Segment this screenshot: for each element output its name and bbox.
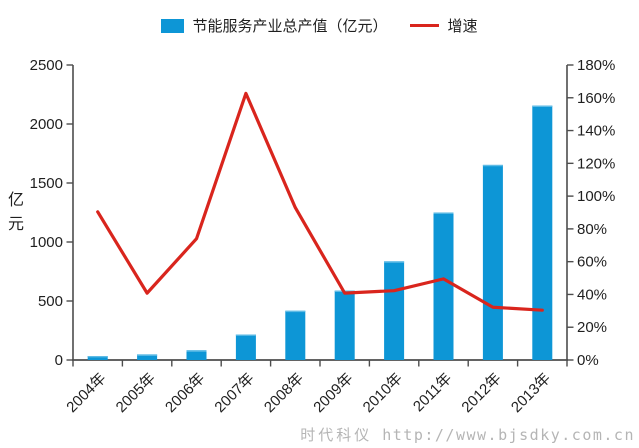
left-axis-tick-label: 0 bbox=[55, 352, 63, 369]
legend-line-label: 增速 bbox=[447, 18, 478, 35]
bar-2013年 bbox=[532, 105, 553, 361]
bar-2004年 bbox=[87, 356, 108, 360]
right-axis-tick-label: 20% bbox=[577, 319, 607, 336]
left-axis-tick-label: 500 bbox=[38, 293, 63, 310]
legend-bar-swatch bbox=[161, 18, 185, 33]
x-axis-label-2006年: 2006年 bbox=[162, 370, 208, 416]
right-axis-tick-label: 80% bbox=[577, 221, 607, 238]
right-axis-tick-label: 180% bbox=[577, 57, 615, 74]
x-axis-label-2010年: 2010年 bbox=[360, 370, 406, 416]
right-axis-tick-label: 140% bbox=[577, 123, 615, 140]
watermark-url: http://www.bjsdky.com.cn bbox=[382, 426, 635, 444]
legend-line-swatch bbox=[409, 24, 439, 27]
bar-2010年 bbox=[384, 261, 405, 360]
right-axis-tick-label: 0% bbox=[577, 352, 599, 369]
watermark: 时代科仪 http://www.bjsdky.com.cn bbox=[300, 424, 635, 445]
bar-2008年 bbox=[285, 310, 306, 360]
left-axis-tick-label: 1000 bbox=[30, 234, 63, 251]
x-axis-label-2009年: 2009年 bbox=[310, 370, 356, 416]
growth-line bbox=[96, 91, 544, 312]
right-axis-tick-label: 100% bbox=[577, 188, 615, 205]
x-axis-label-2013年: 2013年 bbox=[508, 370, 554, 416]
x-axis-label-2007年: 2007年 bbox=[212, 370, 258, 416]
bar-2012年 bbox=[482, 164, 503, 360]
x-axis-label-2004年: 2004年 bbox=[63, 370, 109, 416]
right-axis-tick-label: 120% bbox=[577, 155, 615, 172]
legend-bar-label: 节能服务产业总产值（亿元） bbox=[192, 18, 388, 35]
legend: 节能服务产业总产值（亿元） 增速 bbox=[0, 15, 639, 36]
left-axis-tick-label: 2500 bbox=[30, 57, 63, 74]
bar-2005年 bbox=[137, 354, 158, 360]
bar-2006年 bbox=[186, 350, 207, 360]
left-axis-tick-label: 2000 bbox=[30, 116, 63, 133]
right-axis-tick-label: 60% bbox=[577, 254, 607, 271]
right-axis-tick-label: 40% bbox=[577, 286, 607, 303]
bar-2007年 bbox=[235, 334, 256, 360]
bar-2011年 bbox=[433, 212, 454, 360]
x-axis-label-2008年: 2008年 bbox=[261, 370, 307, 416]
x-axis-label-2012年: 2012年 bbox=[459, 370, 505, 416]
x-axis-label-2011年: 2011年 bbox=[410, 370, 455, 415]
x-axis-label-2005年: 2005年 bbox=[113, 370, 159, 416]
left-axis-tick-label: 1500 bbox=[30, 175, 63, 192]
right-axis-tick-label: 160% bbox=[577, 90, 615, 107]
watermark-brand: 时代科仪 bbox=[300, 426, 373, 444]
left-axis-title: 亿元 bbox=[7, 192, 24, 233]
bar-2009年 bbox=[334, 290, 355, 360]
